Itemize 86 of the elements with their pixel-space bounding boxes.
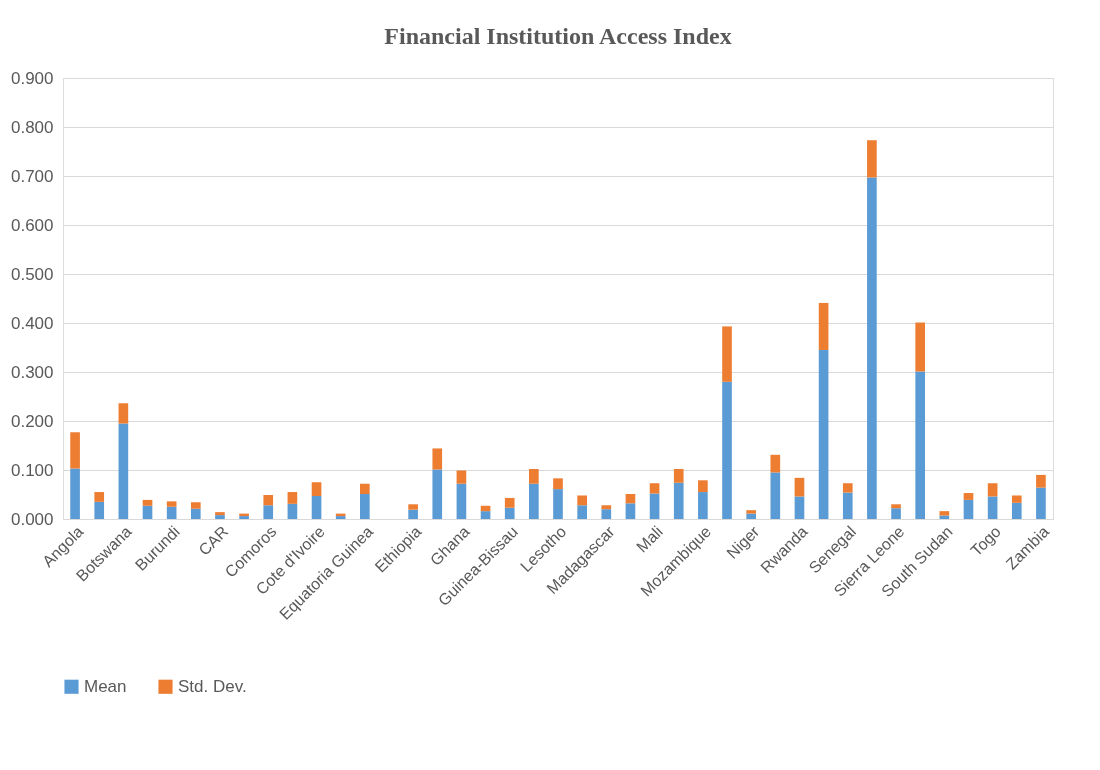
bar [987, 496, 998, 519]
y-tick-label: 0.400 [10, 313, 54, 333]
bar [649, 493, 660, 519]
bar [963, 493, 974, 500]
bar [311, 495, 322, 519]
bar [287, 492, 298, 504]
bar [939, 511, 950, 516]
y-tick-label: 0.600 [10, 215, 54, 235]
bar [963, 499, 974, 519]
bar [529, 469, 539, 484]
bar [673, 482, 684, 519]
bar [504, 497, 515, 508]
bar [480, 511, 491, 519]
bar [456, 470, 467, 484]
bar [601, 509, 612, 519]
bar [625, 494, 636, 504]
bar [794, 477, 805, 497]
bar [698, 492, 708, 519]
bar [432, 448, 443, 470]
bar [70, 432, 80, 469]
bar [625, 503, 636, 519]
bar [577, 505, 587, 519]
bar [673, 469, 684, 483]
bar [504, 507, 515, 519]
bar [94, 501, 105, 519]
bar [166, 506, 177, 519]
bar [867, 177, 877, 519]
bar [263, 494, 274, 506]
legend-label: Std. Dev. [178, 676, 247, 696]
bar [722, 326, 732, 382]
bar [1036, 474, 1046, 488]
bar [263, 505, 274, 519]
bar [794, 496, 805, 519]
bar [94, 492, 105, 502]
chart-title: Financial Institution Access Index [384, 23, 732, 49]
bar [601, 505, 612, 510]
bar [818, 302, 829, 350]
bar [649, 483, 660, 494]
bar [770, 472, 781, 519]
bar [190, 502, 201, 509]
bar [118, 423, 129, 519]
bar [408, 509, 418, 519]
bar [456, 483, 467, 519]
bar [142, 499, 153, 506]
bar [408, 504, 418, 510]
bar [166, 501, 177, 507]
bar [842, 483, 853, 493]
legend-label: Mean [84, 676, 127, 696]
bar [915, 322, 926, 372]
bar [891, 504, 901, 509]
bar [891, 508, 901, 519]
bar [190, 508, 201, 519]
bar [867, 140, 877, 178]
y-tick-label: 0.100 [10, 460, 54, 480]
bar [553, 489, 563, 519]
bar [360, 494, 370, 519]
bar [360, 483, 370, 495]
bar [915, 371, 926, 519]
y-tick-label: 0.200 [10, 411, 54, 431]
bar [722, 381, 732, 519]
bar [142, 505, 153, 519]
bar [746, 513, 756, 519]
y-tick-label: 0.300 [10, 362, 54, 382]
bar [553, 478, 563, 490]
y-tick-label: 0.800 [10, 117, 54, 137]
bar [432, 469, 443, 519]
bar [698, 480, 708, 493]
y-tick-label: 0.700 [10, 166, 54, 186]
bar [577, 495, 587, 506]
bar [118, 403, 129, 424]
bar [987, 483, 998, 497]
x-tick-label: Togo [967, 522, 1005, 560]
bar [1036, 487, 1046, 519]
bar [746, 510, 756, 514]
bar [311, 482, 322, 496]
bar [287, 503, 298, 519]
bar [70, 468, 80, 519]
bar [818, 349, 829, 519]
bar [1011, 502, 1022, 519]
y-tick-label: 0.000 [10, 509, 54, 529]
bar [529, 483, 539, 519]
bar [1011, 495, 1022, 503]
y-tick-label: 0.900 [10, 68, 54, 88]
bar [842, 492, 853, 519]
y-tick-label: 0.500 [10, 264, 54, 284]
bar [770, 454, 781, 473]
